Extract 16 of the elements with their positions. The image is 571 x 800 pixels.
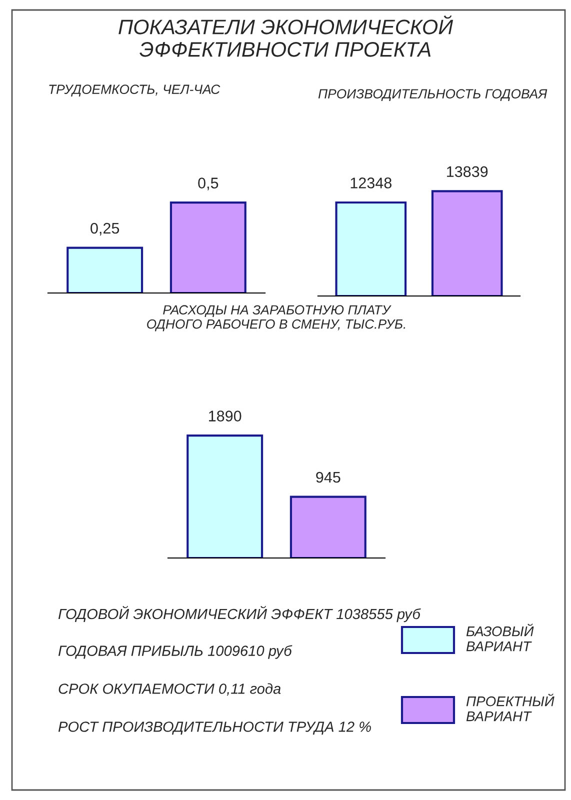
data-label: 0,25 <box>90 222 120 236</box>
chart-title: ПРОИЗВОДИТЕЛЬНОСТЬ ГОДОВАЯ <box>318 89 548 101</box>
text: СРОК ОКУПАЕМОСТИ 0,11 года <box>58 683 281 696</box>
data-label: 12348 <box>350 178 392 188</box>
data-label: 1890 <box>209 410 242 422</box>
data-label: 13839 <box>447 166 488 178</box>
chart-title: ТРУДОЕМКОСТЬ, ЧЕЛ-ЧАС <box>49 84 220 97</box>
text: ПОКАЗАТЕЛИ ЭКОНОМИЧЕСКОЙ ЭФФЕКТИВНОСТИ ПРОЕКТА <box>118 15 454 57</box>
text: БАЗОВЫЙ ВАРИАНТ <box>466 624 534 652</box>
text: РОСТ ПРОИЗВОДИТЕЛЬНОСТИ ТРУДА 12 % <box>58 722 371 735</box>
chart-title: РАСХОДЫ НА ЗАРАБОТНУЮ ПЛАТУ ОДНОГО РАБОЧЕГО В СМЕНУ, ТЫС.РУБ. <box>147 305 406 332</box>
text: ПРОЕКТНЫЙ ВАРИАНТ <box>466 694 554 722</box>
text: ГОДОВОЙ ЭКОНОМИЧЕСКИЙ ЭФФЕКТ 1038555 руб <box>58 606 421 622</box>
data-label: 945 <box>316 472 340 483</box>
text: ГОДОВАЯ ПРИБЫЛЬ 1009610 руб <box>58 645 292 659</box>
data-label: 0,5 <box>198 178 218 190</box>
